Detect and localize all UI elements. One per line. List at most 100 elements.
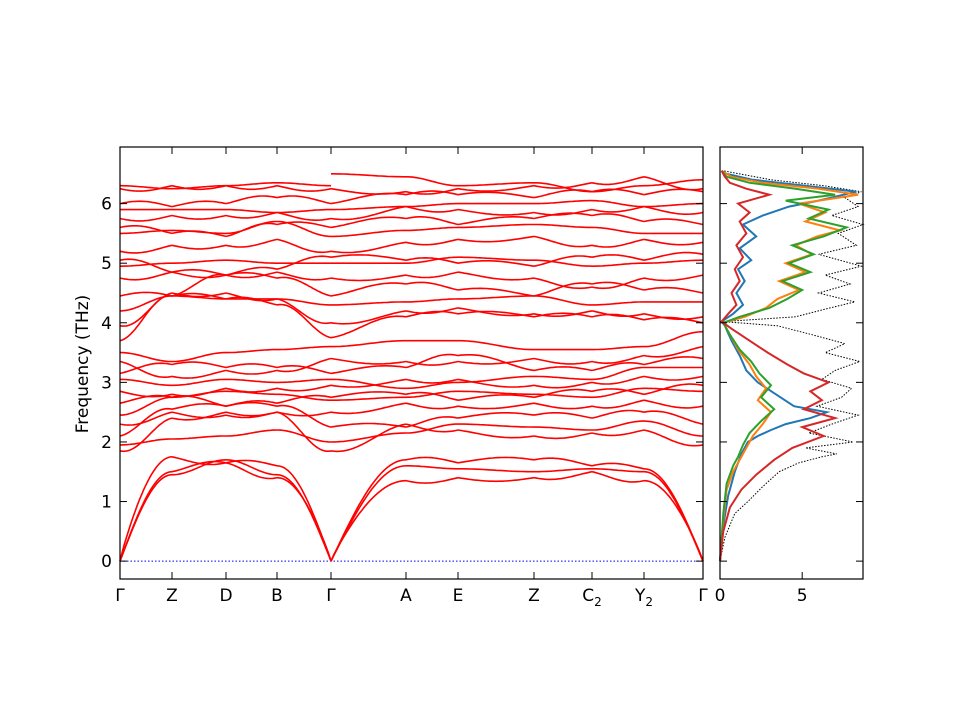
band-line — [330, 241, 407, 254]
band-line — [591, 462, 645, 470]
kpoint-label: B — [271, 586, 283, 606]
band-line — [119, 456, 173, 562]
band-line — [592, 184, 645, 193]
band-line — [591, 226, 644, 235]
band-line — [405, 456, 459, 464]
band-line — [405, 423, 459, 433]
band-line — [276, 184, 332, 192]
band-line — [225, 399, 278, 407]
band-line — [171, 411, 227, 419]
projected-dos-line — [719, 170, 850, 562]
band-line — [225, 387, 278, 393]
band-line — [276, 276, 332, 297]
band-line — [457, 476, 535, 483]
band-line — [276, 195, 332, 205]
band-frame — [119, 146, 704, 580]
band-line — [643, 410, 704, 425]
band-line — [405, 216, 459, 226]
band-line — [643, 251, 704, 261]
band-line — [225, 238, 278, 248]
band-line — [226, 182, 277, 187]
band-line — [330, 187, 407, 195]
band-line — [172, 378, 226, 387]
band-line — [171, 387, 227, 397]
band-line — [225, 369, 278, 375]
band-line — [591, 176, 645, 186]
band-line — [119, 291, 173, 297]
kpoint-label: Z — [528, 586, 540, 606]
band-line — [457, 184, 535, 192]
band-line — [276, 411, 332, 452]
band-line — [405, 360, 459, 366]
band-line — [330, 254, 407, 261]
kpoint-label: D — [219, 586, 232, 606]
y-tick-label: 3 — [101, 373, 112, 393]
band-line — [406, 176, 458, 187]
band-line — [330, 205, 407, 221]
band-line — [225, 266, 278, 276]
band-line — [534, 468, 592, 473]
band-line — [172, 351, 226, 363]
band-line — [226, 378, 277, 384]
band-line — [119, 244, 173, 254]
dos-frame — [719, 146, 864, 580]
band-line — [592, 420, 644, 431]
band-line — [533, 277, 593, 290]
band-line — [171, 273, 227, 297]
band-line — [533, 255, 593, 267]
kpoint-label: A — [400, 586, 412, 606]
band-line — [533, 388, 593, 399]
band-line — [458, 423, 535, 428]
band-line — [643, 383, 704, 396]
band-line — [534, 182, 592, 193]
band-line — [330, 315, 407, 339]
band-line — [276, 411, 332, 417]
band-line — [458, 295, 534, 300]
band-line — [458, 390, 534, 396]
band-line — [591, 277, 645, 290]
band-line — [591, 354, 645, 364]
band-line — [330, 365, 407, 375]
y-axis-label: Frequency (THz) — [73, 295, 93, 434]
band-line — [644, 330, 704, 348]
band-line — [405, 205, 459, 213]
band-line — [172, 184, 226, 190]
band-line — [330, 459, 407, 562]
band-line — [225, 462, 278, 480]
band-line — [225, 271, 278, 279]
band-line — [226, 348, 277, 354]
y-tick-label: 6 — [101, 195, 112, 215]
band-line — [457, 235, 535, 243]
band-line — [457, 375, 534, 384]
band-line — [406, 423, 458, 434]
band-line — [171, 268, 227, 276]
band-line — [643, 176, 704, 191]
band-line — [119, 295, 172, 312]
band-line — [225, 411, 278, 419]
band-line — [457, 429, 535, 439]
band-line — [643, 345, 704, 358]
band-line — [171, 460, 227, 473]
band-line — [592, 262, 644, 267]
kpoint-label: Z — [166, 586, 178, 606]
band-line — [643, 218, 704, 226]
band-line — [276, 384, 332, 392]
band-line — [276, 404, 332, 428]
band-line — [276, 303, 332, 339]
band-line — [457, 271, 535, 281]
band-line — [120, 378, 172, 387]
band-line — [457, 216, 535, 226]
band-line — [120, 396, 172, 416]
band-line — [643, 420, 704, 437]
band-line — [591, 310, 645, 317]
band-line — [120, 262, 172, 267]
band-line — [119, 214, 173, 222]
band-line — [331, 378, 406, 390]
band-line — [119, 200, 173, 208]
band-line — [405, 256, 459, 264]
band-line — [405, 391, 459, 401]
band-line — [534, 295, 592, 306]
band-line — [533, 402, 593, 410]
y-tick-label: 5 — [101, 254, 112, 274]
